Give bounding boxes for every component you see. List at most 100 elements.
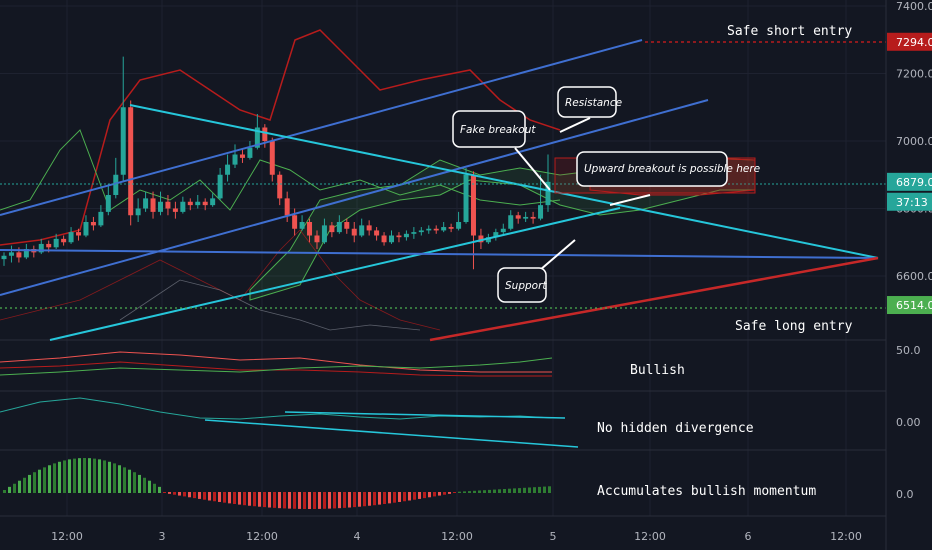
indicator-pane-1 — [0, 351, 553, 377]
histogram-bar — [453, 492, 456, 493]
histogram-bar — [253, 492, 256, 507]
histogram-bar — [293, 492, 296, 509]
candle-body — [16, 252, 22, 258]
time-tick: 12:00 — [441, 530, 473, 543]
price-tag-timer — [887, 192, 932, 211]
callout-upward-breakout: Upward breakout is possible here — [576, 151, 760, 187]
histogram-bar — [443, 492, 446, 495]
histogram-bar — [478, 490, 481, 493]
histogram-bar — [308, 492, 311, 509]
histogram-bar — [138, 474, 141, 493]
histogram-bar — [513, 488, 516, 493]
histogram-bar — [8, 486, 11, 493]
candle-body — [389, 235, 395, 243]
histogram-bar — [113, 463, 116, 493]
histogram-bar — [343, 492, 346, 508]
candle-body — [187, 201, 193, 206]
histogram-bar — [3, 490, 6, 493]
histogram-bar — [208, 492, 211, 501]
accumulates-momentum-label: Accumulates bullish momentum — [597, 484, 816, 499]
histogram-bar — [483, 490, 486, 493]
candle-body — [120, 107, 126, 175]
candle-body — [38, 243, 44, 253]
price-tag-label: 37:13 — [896, 196, 928, 209]
histogram-bar — [43, 467, 46, 493]
histogram-bar — [388, 492, 391, 504]
candle-body — [307, 222, 313, 236]
candle-body — [381, 235, 387, 243]
candle-body — [135, 208, 141, 216]
candle-body — [61, 238, 67, 243]
candle-body — [269, 141, 275, 175]
histogram-bar — [223, 492, 226, 503]
histogram-bar — [63, 460, 66, 493]
indicator-tick: 50.0 — [896, 344, 921, 357]
histogram-bar — [433, 492, 436, 497]
candle-body — [143, 198, 149, 209]
candle-body — [113, 174, 119, 195]
histogram-bar — [178, 492, 181, 496]
support-line — [49, 207, 621, 341]
candle-body — [351, 228, 357, 236]
candle-body — [239, 154, 245, 158]
candle-body — [493, 232, 499, 238]
candle-body — [448, 227, 454, 229]
histogram-bar — [408, 492, 411, 501]
candle-body — [374, 230, 380, 236]
histogram-bar — [323, 492, 326, 509]
candle-body — [299, 222, 305, 229]
candle-body — [202, 201, 208, 206]
histogram-bar — [298, 492, 301, 509]
histogram-bar — [218, 492, 221, 502]
safe-long-entry-label: Safe long entry — [735, 319, 853, 334]
candle-body — [105, 195, 111, 212]
candle-body — [344, 222, 350, 229]
histogram-bar — [168, 492, 171, 494]
histogram-bar — [503, 489, 506, 493]
candle-body — [262, 127, 268, 141]
histogram-bar — [153, 483, 156, 493]
indicator-tick: 0.0 — [896, 488, 914, 501]
histogram-bar — [438, 492, 441, 496]
candle-body — [485, 237, 491, 243]
histogram-bar — [93, 458, 96, 493]
callout-arrows — [514, 117, 651, 271]
triangle-base-line — [0, 249, 879, 259]
candle-body — [23, 249, 29, 258]
svg-text:Fake breakout: Fake breakout — [460, 124, 536, 136]
histogram-bar — [318, 492, 321, 509]
histogram-bar — [548, 486, 551, 493]
histogram-bar — [533, 487, 536, 493]
histogram-bar — [248, 492, 251, 506]
histogram-bar — [173, 492, 176, 495]
candle-body — [225, 164, 231, 175]
time-tick: 12:00 — [246, 530, 278, 543]
candle-body — [217, 174, 223, 199]
price-tag-last — [887, 172, 932, 191]
candle-body — [247, 147, 253, 158]
bullish-label: Bullish — [630, 363, 685, 378]
candle-body — [359, 225, 365, 236]
price-tick: 7000.0 — [896, 135, 932, 148]
histogram-bar — [398, 492, 401, 502]
candle-body — [500, 228, 506, 233]
svg-text:Upward breakout is possible he: Upward breakout is possible here — [584, 163, 760, 175]
histogram-bar — [538, 486, 541, 493]
time-tick: 12:00 — [51, 530, 83, 543]
histogram-bar — [123, 467, 126, 493]
candle-body — [83, 222, 89, 236]
resistance-line — [129, 104, 879, 259]
histogram-bar — [183, 492, 186, 497]
candle-body — [470, 174, 476, 236]
histogram-bar — [33, 472, 36, 493]
candle-body — [1, 255, 7, 260]
price-tag-label: 6514.0 — [896, 299, 932, 312]
histogram-bar — [13, 483, 16, 493]
candle-body — [46, 243, 52, 248]
candle-body — [426, 228, 432, 231]
candle-body — [232, 154, 238, 165]
histogram-bar — [188, 492, 191, 498]
histogram-bar — [528, 487, 531, 493]
